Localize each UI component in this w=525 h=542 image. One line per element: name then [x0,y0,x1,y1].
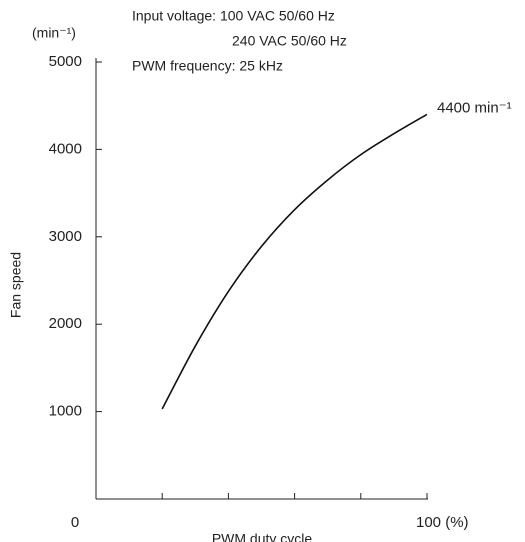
y-tick-label: 5000 [49,53,82,70]
y-tick-label: 4000 [49,140,82,157]
y-tick-label: 2000 [49,315,82,332]
data-line [161,113,428,410]
x-tick-label: 100 (%) [416,514,469,531]
x-tick-label: 0 [71,514,79,531]
y-tick-label: 1000 [49,403,82,420]
annotation: PWM frequency: 25 kHz [132,58,283,74]
end-label: 4400 min⁻¹ [437,99,512,116]
x-axis-label: PWM duty cycle [212,531,313,542]
annotation: Input voltage: 100 VAC 50/60 Hz [132,8,335,24]
annotation: 240 VAC 50/60 Hz [232,33,347,49]
y-axis-label: Fan speed [8,252,24,318]
y-tick-label: 3000 [49,228,82,245]
y-unit: (min⁻¹) [32,25,76,41]
